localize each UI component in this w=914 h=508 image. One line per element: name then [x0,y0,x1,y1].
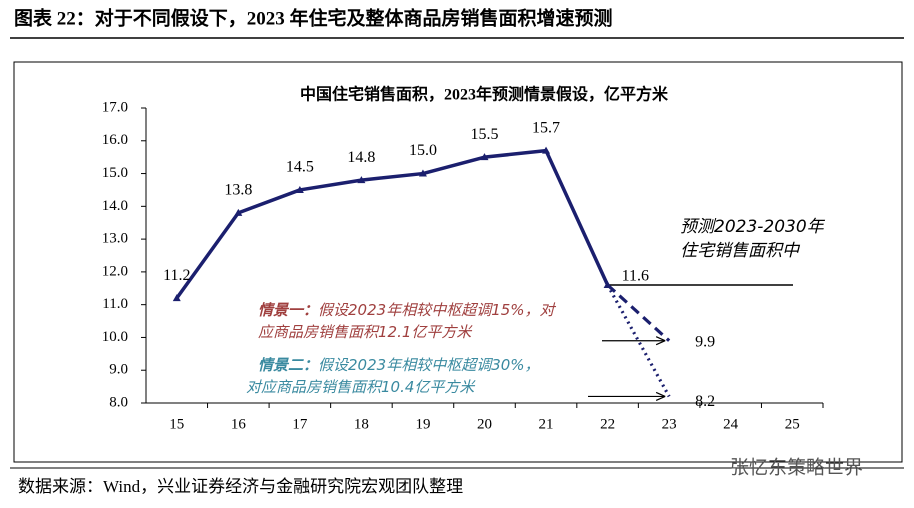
annotation-text: 对应商品房销售面积10.4亿平方米 [246,378,476,396]
y-tick-label: 14.0 [102,198,128,214]
chart-title: 中国住宅销售面积，2023年预测情景假设，亿平方米 [300,85,669,104]
value-label: 8.2 [695,393,715,410]
reference-label: 预测2023-2030年 [680,217,826,237]
value-label: 13.8 [224,182,252,199]
value-label: 9.9 [695,333,715,350]
series-line [175,148,610,300]
series-line [606,283,671,342]
y-tick-label: 15.0 [102,165,128,181]
value-label: 15.5 [471,126,499,143]
y-tick-label: 8.0 [109,394,128,410]
annotation: 对应商品房销售面积10.4亿平方米 [246,378,476,396]
annotation-prefix: 情景二： [258,356,318,374]
marker [295,185,304,193]
y-tick-label: 9.0 [109,362,128,378]
x-tick-label: 19 [415,416,430,432]
annotation-text: 假设2023年相较中枢超调30%， [318,356,540,374]
annotation-text: 假设2023年相较中枢超调15%，对 [318,301,557,319]
x-tick-label: 21 [539,416,554,432]
reference-label: 住宅销售面积中 [680,241,801,261]
marker [480,153,489,161]
y-tick-label: 11.0 [102,296,128,312]
value-label: 11.6 [622,268,649,285]
marker [357,176,366,184]
x-tick-label: 23 [662,416,677,432]
annotation: 应商品房销售面积12.1亿平方米 [258,323,473,341]
annotation: 情景一：假设2023年相较中枢超调15%，对 [258,301,557,319]
marker [172,294,181,302]
header-title: 图表 22：对于不同假设下，2023 年住宅及整体商品房销售面积增速预测 [14,6,613,29]
x-tick-label: 20 [477,416,492,432]
y-tick-label: 12.0 [102,263,128,279]
y-tick-label: 13.0 [102,231,128,247]
value-label: 15.7 [532,119,560,136]
x-tick-label: 15 [169,416,184,432]
value-label: 14.8 [347,149,375,166]
arrow-head [655,336,666,346]
arrow-head [655,391,666,401]
x-tick-label: 22 [600,416,615,432]
value-label: 14.5 [286,159,314,176]
x-tick-label: 18 [354,416,369,432]
x-tick-label: 24 [723,416,739,432]
x-tick-label: 17 [292,416,308,432]
annotation: 情景二：假设2023年相较中枢超调30%， [258,356,540,374]
value-label: 15.0 [409,142,437,159]
y-tick-label: 17.0 [102,99,128,115]
x-tick-label: 25 [785,416,800,432]
y-tick-label: 10.0 [102,329,128,345]
marker [542,146,551,154]
chart-frame [13,61,903,463]
y-tick-label: 16.0 [102,132,128,148]
x-tick-label: 16 [231,416,247,432]
source: 数据来源：Wind，兴业证券经济与金融研究院宏观团队整理 [18,477,463,496]
value-label: 11.2 [163,267,190,284]
marker [234,208,243,216]
marker [418,169,427,177]
watermark: 张忆东策略世界 [730,457,863,479]
annotation-prefix: 情景一： [258,301,318,319]
annotation-text: 应商品房销售面积12.1亿平方米 [258,323,473,341]
